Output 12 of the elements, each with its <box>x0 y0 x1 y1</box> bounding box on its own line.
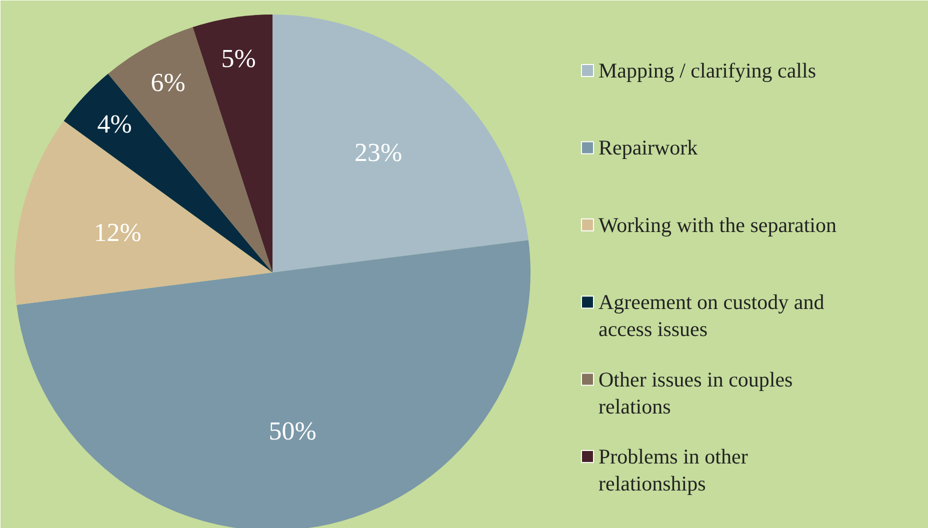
legend-label: Agreement on custody and access issues <box>598 290 825 342</box>
data-label: 12% <box>94 218 142 248</box>
legend-label: Working with the separation <box>598 212 838 237</box>
data-label: 23% <box>354 138 402 168</box>
legend-label: Problems in other relationships <box>598 444 748 496</box>
legend-label: Mapping / clarifying calls <box>598 58 816 82</box>
data-label: 5% <box>221 44 256 73</box>
data-label: 50% <box>268 416 316 446</box>
legend-label: Other issues in couples relations <box>598 367 793 418</box>
legend-label: Repairwork <box>598 136 698 160</box>
data-label: 6% <box>150 68 186 98</box>
data-label: 4% <box>97 110 132 139</box>
